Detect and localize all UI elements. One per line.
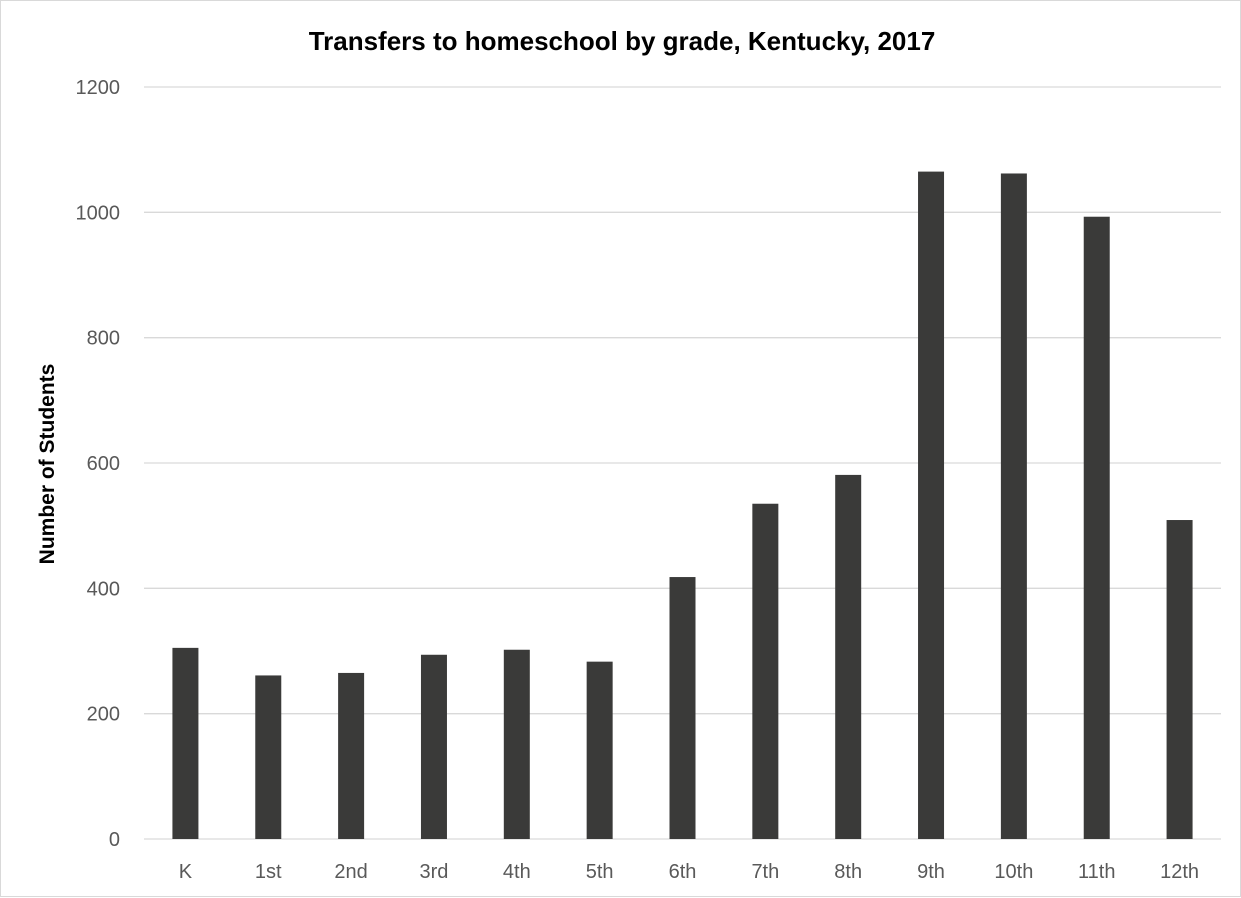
x-tick-labels: K 1st 2nd 3rd 4th 5th 6th 7th 8th 9th 10th 11th 12th bbox=[179, 861, 1199, 883]
x-tick-label: 11th bbox=[1078, 861, 1115, 883]
x-tick-label: 9th bbox=[917, 861, 945, 883]
x-tick-label: 6th bbox=[669, 861, 697, 883]
y-tick-label: 1000 bbox=[76, 202, 121, 224]
x-tick-label: 5th bbox=[586, 861, 614, 883]
x-tick-label: 10th bbox=[994, 861, 1033, 883]
y-tick-label: 200 bbox=[87, 704, 120, 726]
x-tick-label: K bbox=[179, 861, 193, 883]
bar-10th bbox=[1000, 173, 1027, 840]
y-tick-label: 800 bbox=[87, 328, 120, 350]
bar-12th bbox=[1166, 520, 1193, 839]
bar-11th bbox=[1083, 216, 1110, 840]
x-tick-label: 1st bbox=[255, 861, 282, 883]
bar-k bbox=[172, 647, 199, 839]
x-tick-label: 8th bbox=[834, 861, 862, 883]
x-tick-label: 3rd bbox=[420, 861, 449, 883]
y-axis-title: Number of Students bbox=[36, 364, 59, 565]
bar-1st bbox=[255, 675, 282, 839]
y-tick-label: 600 bbox=[87, 453, 120, 475]
y-tick-label: 400 bbox=[87, 578, 120, 600]
x-tick-label: 2nd bbox=[334, 861, 367, 883]
bar-4th bbox=[503, 649, 530, 839]
y-tick-labels: 0 200 400 600 800 1000 1200 bbox=[76, 77, 121, 851]
bars bbox=[172, 171, 1193, 840]
bar-9th bbox=[918, 171, 945, 840]
bar-7th bbox=[752, 503, 779, 839]
bar-3rd bbox=[420, 654, 447, 839]
y-tick-label: 1200 bbox=[76, 77, 121, 99]
chart-title: Transfers to homeschool by grade, Kentuc… bbox=[309, 26, 936, 56]
bar-5th bbox=[586, 661, 613, 839]
bar-8th bbox=[835, 474, 862, 839]
x-tick-label: 7th bbox=[751, 861, 779, 883]
bar-2nd bbox=[338, 672, 365, 839]
x-tick-label: 12th bbox=[1160, 861, 1199, 883]
y-tick-label: 0 bbox=[109, 829, 120, 851]
bar-6th bbox=[669, 577, 696, 839]
x-tick-label: 4th bbox=[503, 861, 531, 883]
